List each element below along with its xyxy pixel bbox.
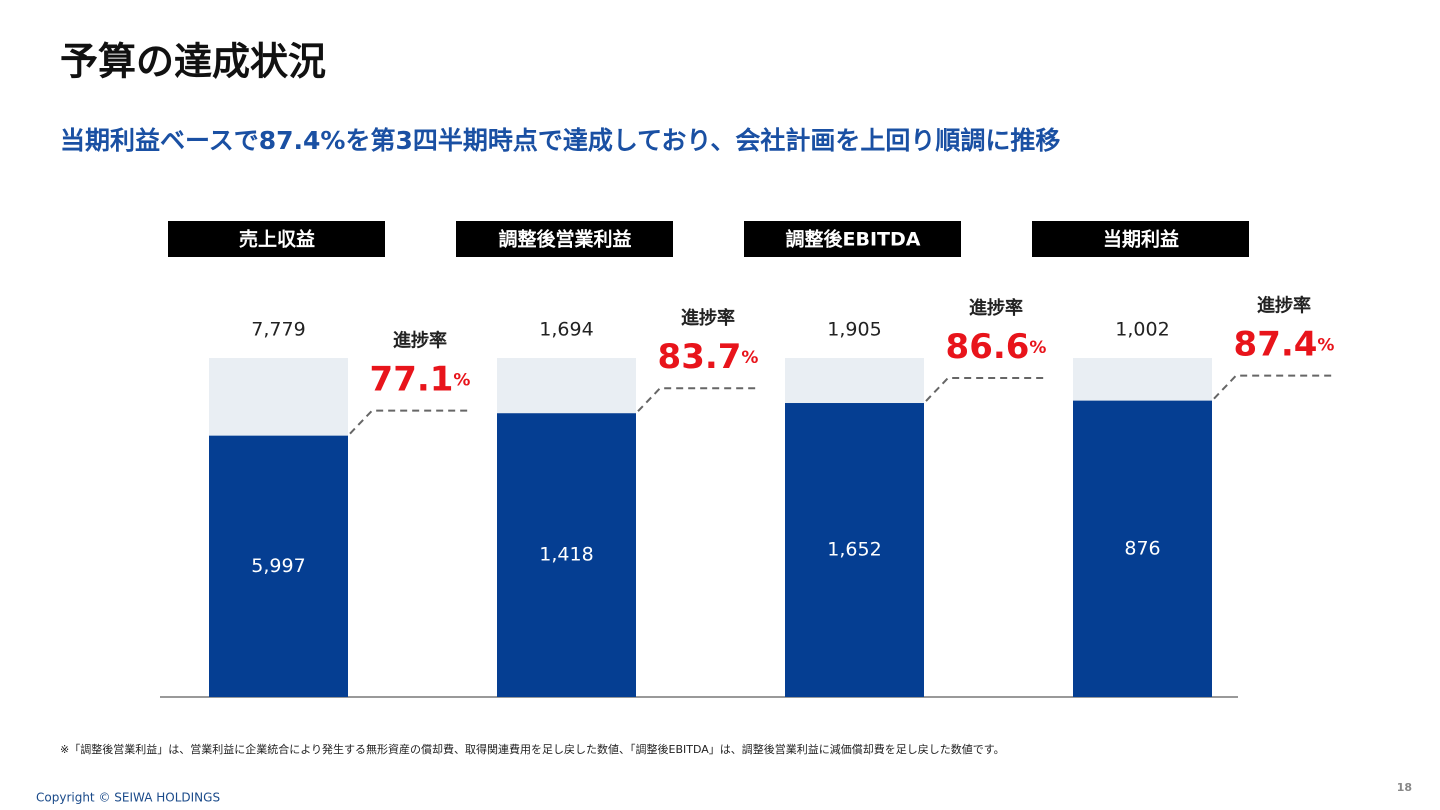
actual-label: 5,997: [251, 555, 305, 577]
copyright: Copyright © SEIWA HOLDINGS: [36, 791, 220, 805]
rate-caption: 進捗率: [681, 307, 735, 329]
actual-bar: [785, 403, 924, 697]
leader-line: [925, 377, 1046, 402]
rate-number: 86.6: [946, 327, 1030, 367]
plan-label: 7,779: [251, 319, 305, 341]
page-number: 18: [1397, 781, 1412, 794]
panel-title: 調整後営業利益: [498, 228, 631, 251]
rate-caption: 進捗率: [1257, 295, 1311, 317]
subtitle: 当期利益ベースで87.4%を第3四半期時点で達成しており、会社計画を上回り順調に…: [60, 126, 1060, 155]
actual-label: 1,418: [539, 544, 593, 566]
rate-value: 77.1%: [370, 359, 471, 399]
panel-title: 調整後EBITDA: [786, 228, 921, 251]
footnote: ※「調整後営業利益」は、営業利益に企業統合により発生する無形資産の償却費、取得関…: [60, 742, 1005, 756]
actual-bar: [1073, 400, 1212, 697]
rate-unit: %: [1317, 336, 1334, 356]
panel-header: [744, 221, 961, 257]
plan-label: 1,002: [1115, 319, 1169, 341]
rate-number: 83.7: [658, 337, 742, 377]
rate-unit: %: [1029, 338, 1046, 358]
leader-line: [637, 387, 758, 412]
slide-title: 予算の達成状況: [60, 40, 326, 84]
actual-bar: [497, 413, 636, 697]
leader-line: [1213, 374, 1334, 400]
panel-header: [456, 221, 673, 257]
actual-label: 1,652: [827, 539, 881, 561]
actual-bar: [209, 435, 348, 697]
rate-unit: %: [453, 371, 470, 391]
rate-unit: %: [741, 348, 758, 368]
panel-header: [168, 221, 385, 257]
rate-number: 87.4: [1234, 324, 1318, 364]
rate-caption: 進捗率: [969, 297, 1023, 319]
rate-value: 83.7%: [658, 337, 759, 377]
rate-value: 87.4%: [1234, 324, 1335, 364]
plan-label: 1,905: [827, 319, 881, 341]
leader-line: [349, 409, 470, 435]
panel-header: [1032, 221, 1249, 257]
plan-label: 1,694: [539, 319, 593, 341]
rate-caption: 進捗率: [393, 330, 447, 352]
panel-title: 売上収益: [239, 228, 315, 251]
rate-number: 77.1: [370, 359, 454, 399]
rate-value: 86.6%: [946, 327, 1047, 367]
actual-label: 876: [1124, 537, 1160, 559]
panel-title: 当期利益: [1103, 228, 1179, 251]
